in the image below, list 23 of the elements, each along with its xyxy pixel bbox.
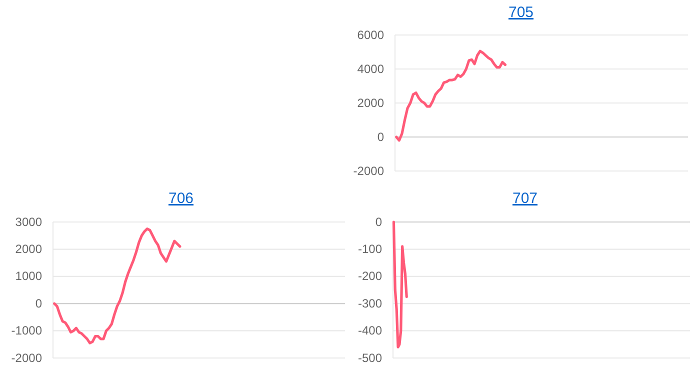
line-series	[392, 220, 408, 348]
y-tick-label: -2000	[11, 350, 42, 365]
y-tick-label: -100	[358, 242, 382, 256]
y-tick-label: -2000	[353, 164, 384, 178]
chart-title: 707	[512, 190, 538, 207]
chart-title: 705	[508, 4, 534, 21]
y-tick-label: -200	[358, 269, 382, 284]
y-tick-label: 6000	[357, 28, 384, 42]
y-tick-label: -1000	[11, 324, 42, 338]
line-series	[53, 228, 182, 344]
y-tick-label: 0	[35, 296, 42, 310]
y-tick-label: -400	[358, 324, 382, 338]
line-series	[395, 50, 507, 142]
y-tick-label: 3000	[15, 214, 42, 229]
y-tick-label: 2000	[15, 242, 42, 256]
y-tick-label: 2000	[357, 96, 384, 110]
y-tick-label: -500	[358, 350, 382, 365]
y-tick-label: 0	[377, 130, 384, 144]
y-tick-label: 4000	[357, 62, 384, 76]
y-tick-label: -300	[358, 296, 382, 310]
y-tick-label: 0	[375, 214, 382, 229]
y-tick-label: 1000	[15, 269, 42, 284]
chart-title: 706	[168, 190, 194, 207]
